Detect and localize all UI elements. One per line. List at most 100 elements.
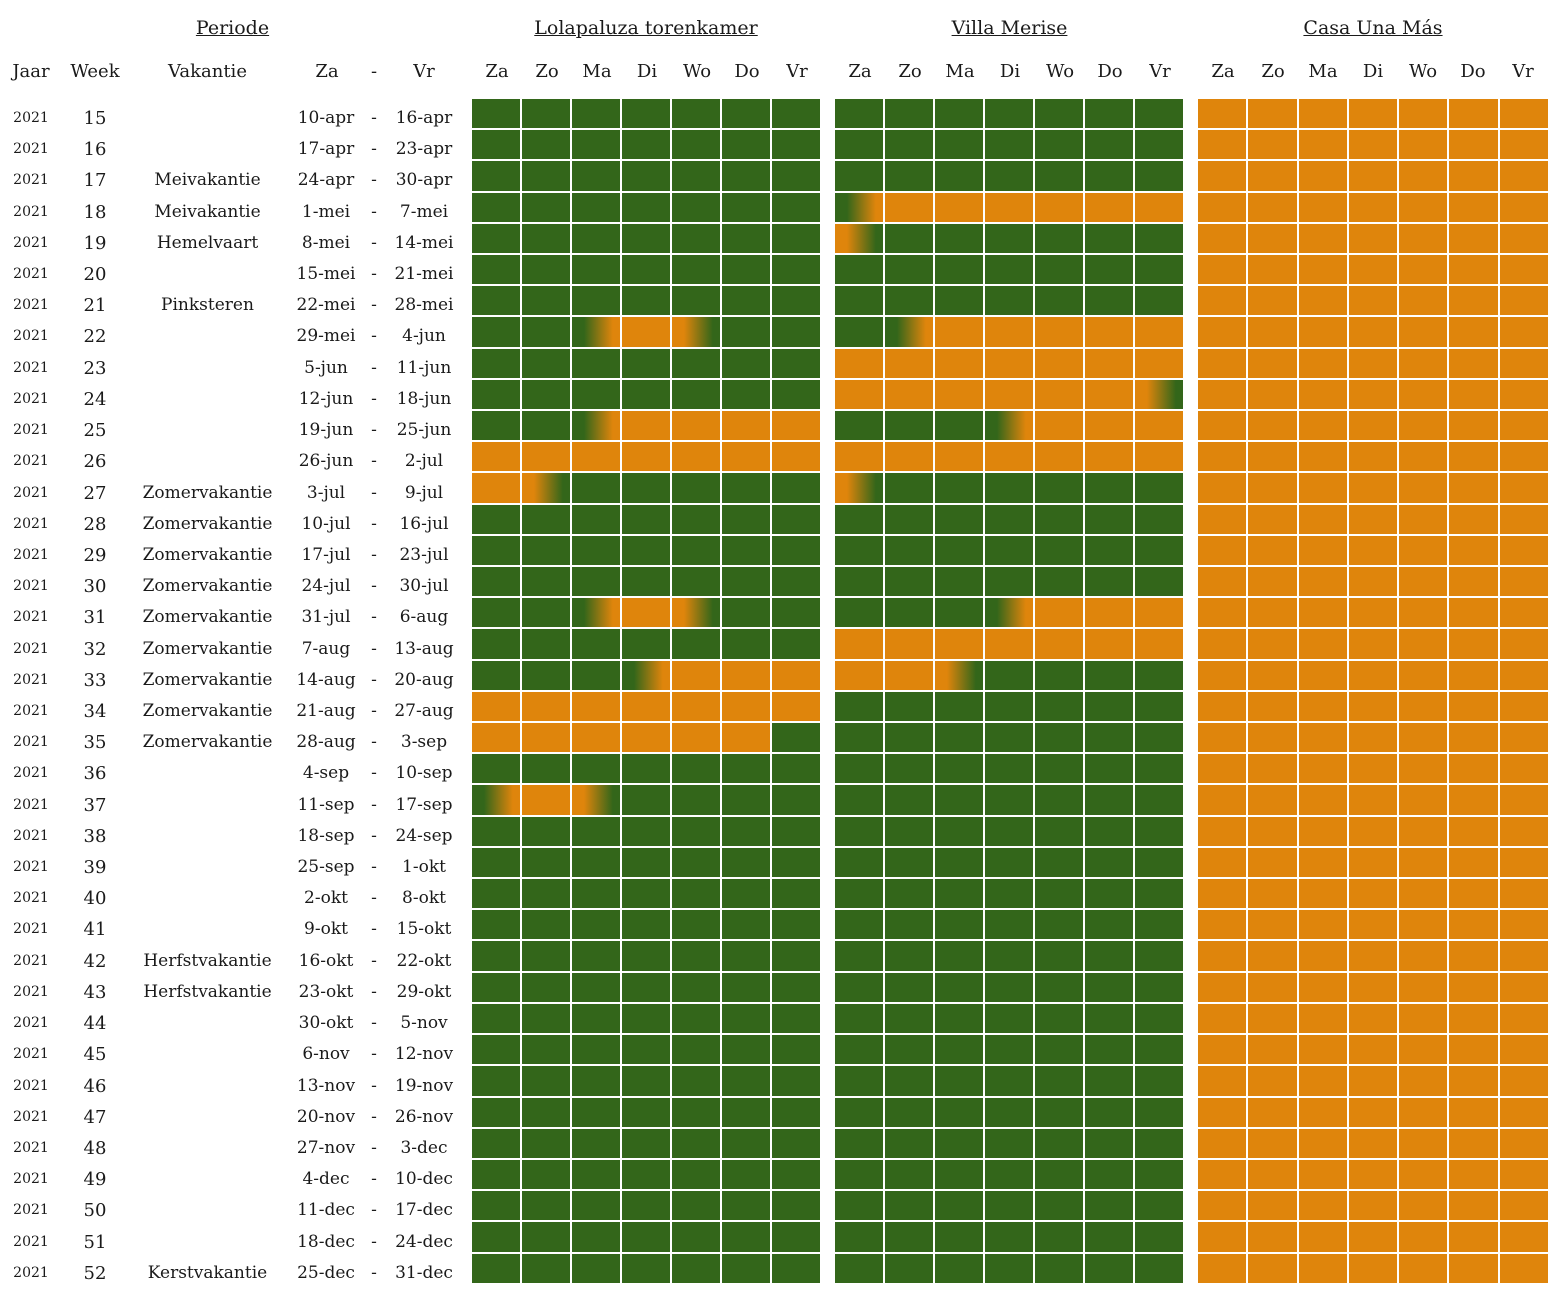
day-cell-casa-una-mas bbox=[1348, 1035, 1400, 1067]
day-cell-villa-merise bbox=[985, 442, 1035, 474]
day-cell-villa-merise bbox=[885, 941, 935, 973]
vakantie-cell bbox=[136, 1164, 279, 1195]
day-cell-lolapaluza bbox=[622, 1097, 672, 1129]
day-cell-casa-una-mas bbox=[1499, 411, 1550, 443]
day-cell-villa-merise bbox=[885, 442, 935, 474]
day-cell-villa-merise bbox=[935, 1097, 985, 1129]
day-cell-casa-una-mas bbox=[1248, 723, 1299, 755]
day-cell-villa-merise bbox=[1085, 473, 1135, 505]
year-cell: 2021 bbox=[13, 640, 49, 657]
day-cell-casa-una-mas bbox=[1399, 379, 1450, 412]
day-cell-lolapaluza bbox=[472, 442, 522, 474]
date-to-cell: 3-sep bbox=[400, 732, 448, 753]
year-cell: 2021 bbox=[13, 359, 49, 376]
day-cell-lolapaluza bbox=[522, 161, 572, 193]
day-cell-casa-una-mas bbox=[1298, 411, 1349, 443]
day-cell-lolapaluza bbox=[472, 629, 522, 661]
day-cell-lolapaluza bbox=[472, 161, 522, 193]
day-cell-lolapaluza bbox=[772, 504, 822, 536]
day-cell-lolapaluza bbox=[472, 504, 522, 536]
day-cell-casa-una-mas bbox=[1449, 286, 1500, 318]
day-cell-lolapaluza bbox=[622, 255, 672, 287]
day-cell-villa-merise bbox=[1135, 598, 1185, 630]
week-cell: 16 bbox=[83, 139, 107, 161]
day-cell-villa-merise bbox=[1085, 1097, 1135, 1129]
day-cell-villa-merise bbox=[1035, 1035, 1085, 1067]
day-cell-casa-una-mas bbox=[1248, 1191, 1299, 1223]
day-cell-villa-merise bbox=[985, 255, 1035, 287]
day-cell-casa-una-mas bbox=[1298, 99, 1349, 131]
day-cell-casa-una-mas bbox=[1198, 317, 1249, 349]
day-cell-villa-merise bbox=[1135, 1159, 1185, 1192]
week-cell: 48 bbox=[83, 1137, 107, 1159]
day-cell-villa-merise bbox=[935, 816, 985, 848]
day-cell-casa-una-mas bbox=[1248, 1066, 1299, 1098]
date-dash: - bbox=[371, 1137, 377, 1158]
vakantie-cell bbox=[136, 1008, 279, 1039]
day-cell-casa-una-mas bbox=[1449, 660, 1500, 692]
vakantie-cell bbox=[136, 353, 279, 384]
day-cell-villa-merise bbox=[1135, 286, 1185, 318]
day-cell-villa-merise bbox=[835, 1253, 885, 1285]
day-cell-lolapaluza bbox=[722, 255, 772, 287]
day-cell-villa-merise bbox=[985, 691, 1035, 724]
year-cell: 2021 bbox=[13, 983, 49, 1000]
day-cell-casa-una-mas bbox=[1198, 660, 1249, 692]
day-header-za: Za bbox=[485, 61, 509, 82]
day-cell-lolapaluza bbox=[672, 1003, 722, 1036]
day-header-zo: Zo bbox=[1261, 61, 1285, 82]
day-cell-villa-merise bbox=[835, 567, 885, 599]
day-cell-lolapaluza bbox=[772, 99, 822, 131]
day-cell-villa-merise bbox=[1035, 1253, 1085, 1285]
day-cell-casa-una-mas bbox=[1248, 879, 1299, 911]
day-cell-lolapaluza bbox=[572, 535, 622, 568]
day-cell-casa-una-mas bbox=[1198, 1003, 1249, 1036]
week-cell: 17 bbox=[83, 170, 107, 192]
date-from-cell: 2-okt bbox=[304, 888, 348, 909]
day-cell-lolapaluza bbox=[672, 754, 722, 786]
day-cell-villa-merise bbox=[1085, 442, 1135, 474]
day-cell-villa-merise bbox=[1035, 1191, 1085, 1223]
day-cell-casa-una-mas bbox=[1499, 1222, 1550, 1254]
vakantie-cell: Herfstvakantie bbox=[143, 950, 272, 971]
day-cell-casa-una-mas bbox=[1449, 442, 1500, 474]
day-cell-casa-una-mas bbox=[1298, 1097, 1349, 1129]
vakantie-cell: Herfstvakantie bbox=[143, 981, 272, 1002]
day-cell-casa-una-mas bbox=[1248, 660, 1299, 692]
week-cell: 33 bbox=[83, 669, 107, 691]
day-cell-casa-una-mas bbox=[1348, 910, 1400, 942]
day-cell-lolapaluza bbox=[772, 785, 822, 817]
day-cell-casa-una-mas bbox=[1248, 99, 1299, 131]
day-cell-villa-merise bbox=[985, 223, 1035, 256]
day-cell-lolapaluza bbox=[472, 1253, 522, 1285]
day-cell-casa-una-mas bbox=[1499, 286, 1550, 318]
day-cell-lolapaluza bbox=[572, 286, 622, 318]
day-cell-lolapaluza bbox=[722, 379, 772, 412]
date-dash: - bbox=[371, 326, 377, 347]
day-cell-casa-una-mas bbox=[1298, 255, 1349, 287]
date-dash: - bbox=[371, 857, 377, 878]
day-cell-villa-merise bbox=[1085, 1066, 1135, 1098]
date-dash: - bbox=[371, 919, 377, 940]
date-to-cell: 30-jul bbox=[399, 576, 449, 597]
date-dash: - bbox=[371, 264, 377, 285]
day-cell-lolapaluza bbox=[722, 286, 772, 318]
day-cell-casa-una-mas bbox=[1198, 348, 1249, 380]
date-from-cell: 4-dec bbox=[302, 1169, 350, 1190]
day-cell-casa-una-mas bbox=[1399, 411, 1450, 443]
day-cell-casa-una-mas bbox=[1348, 1066, 1400, 1098]
day-cell-casa-una-mas bbox=[1198, 629, 1249, 661]
day-cell-villa-merise bbox=[1035, 1159, 1085, 1192]
day-cell-lolapaluza bbox=[572, 879, 622, 911]
day-cell-lolapaluza bbox=[672, 1097, 722, 1129]
day-cell-villa-merise bbox=[1135, 130, 1185, 162]
vakantie-cell: Zomervakantie bbox=[142, 669, 273, 690]
day-cell-casa-una-mas bbox=[1298, 629, 1349, 661]
day-cell-casa-una-mas bbox=[1499, 1003, 1550, 1036]
day-cell-villa-merise bbox=[885, 660, 935, 692]
day-cell-villa-merise bbox=[1135, 1222, 1185, 1254]
day-cell-casa-una-mas bbox=[1499, 1159, 1550, 1192]
day-cell-villa-merise bbox=[1085, 660, 1135, 692]
day-cell-lolapaluza bbox=[572, 161, 622, 193]
vakantie-cell bbox=[136, 883, 279, 914]
